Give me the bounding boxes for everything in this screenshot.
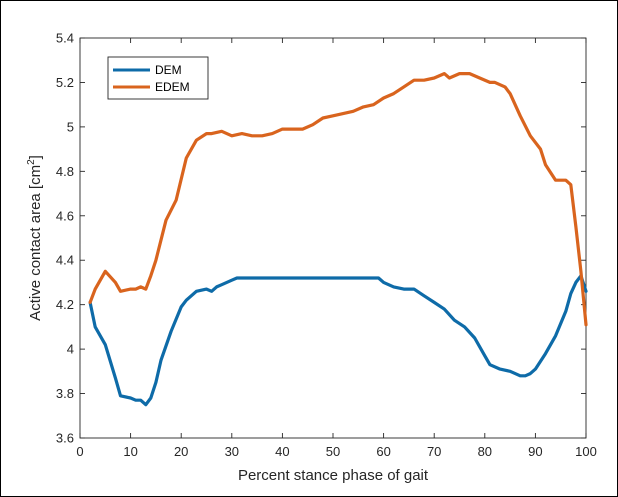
x-tick-label: 70 [427, 444, 441, 459]
x-tick-label: 20 [174, 444, 188, 459]
x-tick-label: 90 [528, 444, 542, 459]
y-tick-label: 3.6 [56, 431, 74, 446]
y-tick-label: 5 [67, 119, 74, 134]
x-tick-label: 80 [478, 444, 492, 459]
y-tick-label: 4.6 [56, 208, 74, 223]
x-tick-label: 0 [76, 444, 83, 459]
y-tick-label: 4 [67, 342, 74, 357]
x-tick-label: 60 [376, 444, 390, 459]
y-axis-label: Active contact area [cm2] [26, 155, 44, 321]
series-line-edem [88, 71, 588, 327]
y-tick-label: 5.4 [56, 31, 74, 46]
y-tick-label: 3.8 [56, 386, 74, 401]
x-tick-label: 50 [326, 444, 340, 459]
x-tick-label: 10 [123, 444, 137, 459]
x-tick-label: 30 [225, 444, 239, 459]
y-tick-label: 4.8 [56, 164, 74, 179]
y-axis-label-end: ] [27, 155, 44, 159]
plot-area [79, 37, 587, 439]
x-axis-label: Percent stance phase of gait [238, 467, 429, 484]
legend-label-edem: EDEM [155, 80, 190, 94]
series-line-dem [88, 274, 588, 407]
series-lines [88, 71, 588, 407]
legend-box [107, 56, 209, 100]
y-tick-label: 4.2 [56, 297, 74, 312]
axis-ticks: 0 10 20 30 40 50 60 70 80 90 100 3.6 3.8 4 4.2 4.4 4.6 4.… [56, 31, 597, 460]
y-axis-label-main: Active contact area [cm [27, 165, 44, 321]
y-axis-label-superscript: 2 [26, 159, 37, 165]
axes-box [79, 37, 587, 439]
x-tick-label: 100 [575, 444, 597, 459]
y-tick-label: 4.4 [56, 253, 74, 268]
legend: DEM EDEM [107, 56, 209, 100]
x-tick-label: 40 [275, 444, 289, 459]
legend-label-dem: DEM [155, 63, 182, 77]
y-tick-label: 5.2 [56, 75, 74, 90]
